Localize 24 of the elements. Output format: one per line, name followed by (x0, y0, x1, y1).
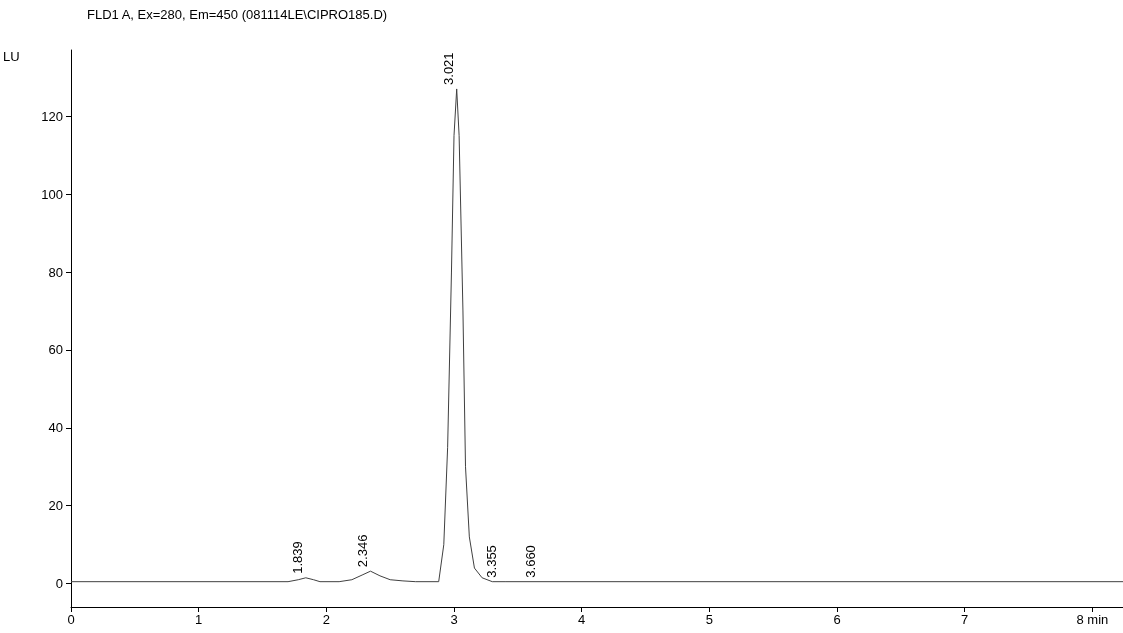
annotation: 3.660 (522, 545, 538, 578)
annotation: 2.346 (355, 534, 371, 568)
x-tick-label: 7 (961, 612, 969, 627)
x-tick-label: 4 (578, 612, 586, 627)
y-tick-label: 40 (48, 420, 63, 436)
x-tick-label: 5 (705, 612, 713, 627)
y-tick-label: 60 (48, 342, 63, 358)
x-tick-label: 2 (322, 612, 330, 627)
line-series (70, 88, 1123, 583)
annotation: 3.355 (483, 545, 499, 578)
x-tick-label: 6 (833, 612, 841, 627)
annotation: 3.021 (441, 52, 457, 85)
y-tick-label: 0 (55, 576, 63, 592)
x-tick-label: 8 min (1076, 612, 1109, 627)
y-tick-label: 80 (48, 264, 63, 280)
y-tick-label: 100 (41, 186, 63, 202)
annotation: 1.839 (290, 541, 306, 574)
chart-title: FLD1 A, Ex=280, Em=450 (081114LE\CIPRO185.D) (87, 7, 388, 22)
y-tick-label: 20 (48, 498, 63, 514)
x-tick-label: 0 (67, 612, 75, 627)
x-tick-label: 3 (450, 612, 458, 627)
y-tick-label: 120 (41, 108, 63, 124)
x-tick-label: 1 (195, 612, 203, 627)
y-axis-title: LU (3, 49, 20, 64)
